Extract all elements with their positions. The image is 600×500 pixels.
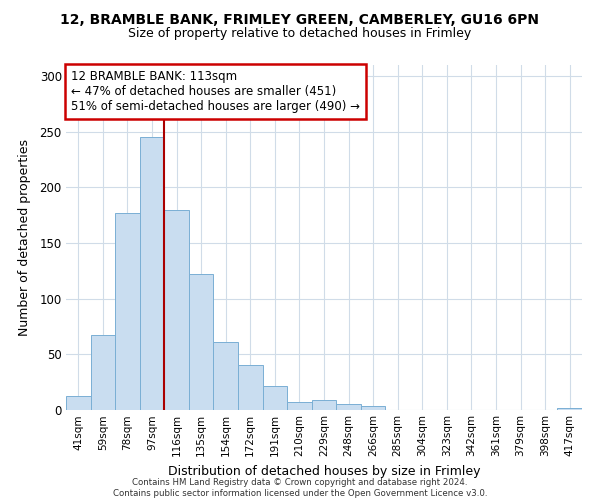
Bar — [361, 406, 385, 410]
Bar — [115, 213, 140, 410]
Bar — [336, 404, 361, 410]
Text: Contains HM Land Registry data © Crown copyright and database right 2024.
Contai: Contains HM Land Registry data © Crown c… — [113, 478, 487, 498]
Bar — [189, 274, 214, 410]
Bar — [214, 342, 238, 410]
Bar — [312, 400, 336, 410]
Bar — [66, 396, 91, 410]
Bar — [140, 138, 164, 410]
Y-axis label: Number of detached properties: Number of detached properties — [18, 139, 31, 336]
Text: Size of property relative to detached houses in Frimley: Size of property relative to detached ho… — [128, 28, 472, 40]
Bar — [164, 210, 189, 410]
X-axis label: Distribution of detached houses by size in Frimley: Distribution of detached houses by size … — [168, 464, 480, 477]
Bar — [557, 408, 582, 410]
Bar — [238, 366, 263, 410]
Text: 12 BRAMBLE BANK: 113sqm
← 47% of detached houses are smaller (451)
51% of semi-d: 12 BRAMBLE BANK: 113sqm ← 47% of detache… — [71, 70, 360, 113]
Bar — [263, 386, 287, 410]
Bar — [91, 336, 115, 410]
Text: 12, BRAMBLE BANK, FRIMLEY GREEN, CAMBERLEY, GU16 6PN: 12, BRAMBLE BANK, FRIMLEY GREEN, CAMBERL… — [61, 12, 539, 26]
Bar — [287, 402, 312, 410]
